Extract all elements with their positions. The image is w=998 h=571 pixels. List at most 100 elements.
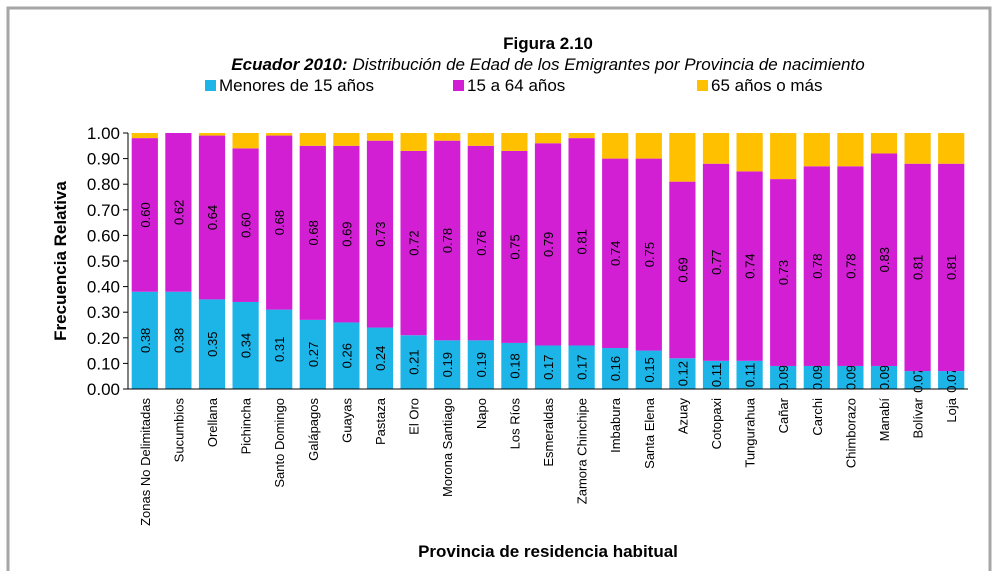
data-label: 0.09 bbox=[877, 365, 892, 390]
bar-segment bbox=[434, 140, 461, 341]
bar-segment bbox=[501, 342, 528, 389]
data-label: 0.72 bbox=[407, 230, 422, 255]
data-label: 0.68 bbox=[272, 210, 287, 235]
y-tick-label: 0.50 bbox=[87, 252, 120, 271]
data-label: 0.19 bbox=[440, 352, 455, 377]
x-tick-label: Morona Santiago bbox=[440, 398, 455, 497]
y-tick-label: 0.20 bbox=[87, 329, 120, 348]
data-label: 0.73 bbox=[373, 221, 388, 246]
bar-segment bbox=[602, 133, 629, 159]
bar-segment bbox=[904, 133, 931, 164]
bar-segment bbox=[366, 140, 394, 328]
bar-segment bbox=[837, 166, 864, 366]
legend-swatch bbox=[453, 80, 464, 91]
x-tick-label: Santo Domingo bbox=[272, 398, 287, 488]
data-label: 0.68 bbox=[306, 220, 321, 245]
bar-segment bbox=[635, 350, 662, 389]
y-tick-label: 0.00 bbox=[87, 380, 120, 399]
data-label: 0.60 bbox=[138, 202, 153, 227]
x-tick-label: Zamora Chinchipe bbox=[575, 398, 590, 504]
bar-segment bbox=[165, 291, 192, 389]
y-tick-label: 0.40 bbox=[87, 278, 120, 297]
data-label: 0.75 bbox=[507, 234, 522, 259]
x-tick-label: Carchi bbox=[810, 398, 825, 436]
bar-segment bbox=[568, 138, 595, 346]
bar-segment bbox=[702, 133, 730, 164]
x-tick-label: Azuay bbox=[675, 398, 690, 435]
bar-segment bbox=[299, 145, 326, 320]
y-tick-label: 0.80 bbox=[87, 175, 120, 194]
bar-segment bbox=[333, 322, 360, 389]
chart-title: Figura 2.10 bbox=[503, 34, 593, 53]
bar-segment bbox=[803, 133, 830, 167]
subtitle-text: Distribución de Edad de los Emigrantes p… bbox=[353, 55, 865, 74]
x-tick-label: Zonas No Delimitadas bbox=[138, 398, 153, 526]
legend-label: 65 años o más bbox=[711, 76, 823, 95]
bar-segment bbox=[501, 133, 528, 151]
bar-segment bbox=[904, 371, 931, 389]
data-label: 0.09 bbox=[776, 365, 791, 390]
bar-segment bbox=[232, 301, 259, 389]
data-label: 0.74 bbox=[743, 253, 758, 278]
x-tick-label: Galápagos bbox=[306, 398, 321, 461]
data-label: 0.64 bbox=[205, 205, 220, 230]
data-label: 0.83 bbox=[877, 247, 892, 272]
x-tick-label: Cañar bbox=[776, 397, 791, 433]
bar-segment bbox=[467, 145, 494, 341]
data-label: 0.38 bbox=[171, 328, 186, 353]
bar-segment bbox=[736, 171, 763, 361]
y-axis-label: Frecuencia Relativa bbox=[51, 181, 70, 341]
data-label: 0.78 bbox=[810, 253, 825, 278]
y-tick-label: 0.90 bbox=[87, 150, 120, 169]
data-label: 0.11 bbox=[743, 363, 758, 387]
y-tick-label: 1.00 bbox=[87, 124, 120, 143]
x-tick-label: Esmeraldas bbox=[541, 398, 556, 467]
bar-segment bbox=[299, 319, 326, 389]
y-tick-label: 0.30 bbox=[87, 303, 120, 322]
data-label: 0.17 bbox=[541, 355, 556, 380]
bar-segment bbox=[266, 135, 293, 310]
data-label: 0.81 bbox=[911, 255, 926, 280]
bar-segment bbox=[938, 371, 965, 389]
bar-segment bbox=[333, 133, 360, 146]
bar-segment bbox=[333, 145, 360, 323]
x-tick-label: Pichincha bbox=[239, 397, 254, 454]
x-tick-label: Cotopaxi bbox=[709, 398, 724, 449]
data-label: 0.26 bbox=[339, 343, 354, 368]
x-tick-label: Bolívar bbox=[911, 397, 926, 438]
y-tick-label: 0.70 bbox=[87, 201, 120, 220]
bar-segment bbox=[131, 138, 158, 292]
x-tick-label: Santa Elena bbox=[642, 397, 657, 469]
data-label: 0.11 bbox=[709, 363, 724, 387]
legend-label: Menores de 15 años bbox=[219, 76, 374, 95]
bar-segment bbox=[870, 133, 898, 154]
bar-segment bbox=[736, 360, 763, 389]
data-label: 0.17 bbox=[575, 355, 590, 380]
bar-segment bbox=[366, 133, 394, 141]
bar-segment bbox=[232, 133, 259, 149]
bar-segment bbox=[702, 360, 730, 389]
x-tick-label: Napo bbox=[474, 398, 489, 429]
data-label: 0.81 bbox=[575, 229, 590, 254]
x-tick-label: Tungurahua bbox=[743, 397, 758, 467]
data-label: 0.09 bbox=[810, 365, 825, 390]
chart-subtitle: Ecuador 2010: Distribución de Edad de los… bbox=[231, 55, 864, 74]
x-tick-label: Pastaza bbox=[373, 397, 388, 445]
data-label: 0.16 bbox=[608, 356, 623, 381]
bar-segment bbox=[770, 133, 797, 180]
bar-segment bbox=[165, 133, 192, 292]
y-tick-label: 0.60 bbox=[87, 226, 120, 245]
data-label: 0.24 bbox=[373, 346, 388, 371]
x-tick-label: El Oro bbox=[407, 398, 422, 435]
bar-segment bbox=[266, 133, 293, 136]
frame bbox=[6, 6, 992, 571]
x-tick-label: Manabí bbox=[877, 398, 892, 442]
bar-segment bbox=[232, 148, 259, 302]
data-label: 0.15 bbox=[642, 357, 657, 382]
bar-segment bbox=[198, 299, 226, 389]
bar-segment bbox=[870, 365, 898, 389]
bar-segment bbox=[803, 166, 830, 366]
x-tick-label: Guayas bbox=[339, 398, 354, 443]
data-label: 0.60 bbox=[239, 213, 254, 238]
